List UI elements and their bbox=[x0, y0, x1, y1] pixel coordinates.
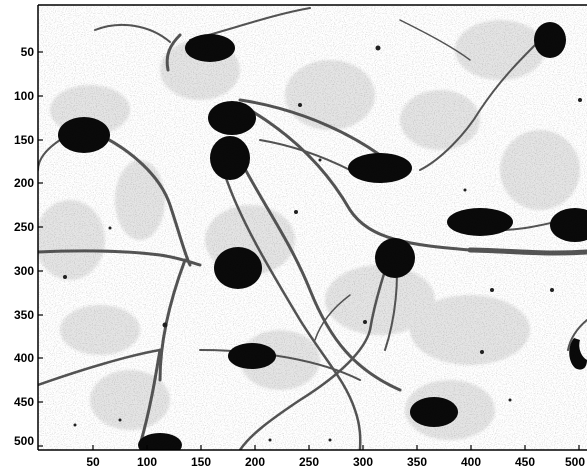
y-tick-label: 300 bbox=[14, 264, 34, 278]
y-tick-label: 100 bbox=[14, 89, 34, 103]
y-tick-label: 400 bbox=[14, 351, 34, 365]
y-tick-label: 350 bbox=[14, 308, 34, 322]
x-tick-label: 50 bbox=[86, 455, 100, 469]
y-tick-label: 50 bbox=[21, 45, 35, 59]
x-tick-label: 100 bbox=[137, 455, 157, 469]
x-tick-label: 350 bbox=[407, 455, 427, 469]
y-tick-marks bbox=[38, 51, 43, 447]
x-tick-label: 200 bbox=[245, 455, 265, 469]
x-tick-label: 150 bbox=[191, 455, 211, 469]
y-tick-labels: 50 100 150 200 250 300 350 400 450 500 bbox=[14, 45, 34, 448]
x-tick-labels: 50 100 150 200 250 300 350 400 450 500 bbox=[86, 455, 585, 469]
x-tick-label: 300 bbox=[353, 455, 373, 469]
y-tick-label: 200 bbox=[14, 176, 34, 190]
grain-overlay bbox=[38, 5, 587, 450]
y-tick-label: 450 bbox=[14, 395, 34, 409]
y-tick-label: 250 bbox=[14, 220, 34, 234]
x-tick-label: 250 bbox=[299, 455, 319, 469]
y-tick-label: 500 bbox=[14, 434, 34, 448]
x-tick-marks bbox=[92, 445, 580, 450]
x-tick-label: 500 bbox=[565, 455, 585, 469]
x-tick-label: 450 bbox=[515, 455, 535, 469]
y-tick-label: 150 bbox=[14, 133, 34, 147]
image-area bbox=[38, 5, 587, 450]
x-tick-label: 400 bbox=[461, 455, 481, 469]
